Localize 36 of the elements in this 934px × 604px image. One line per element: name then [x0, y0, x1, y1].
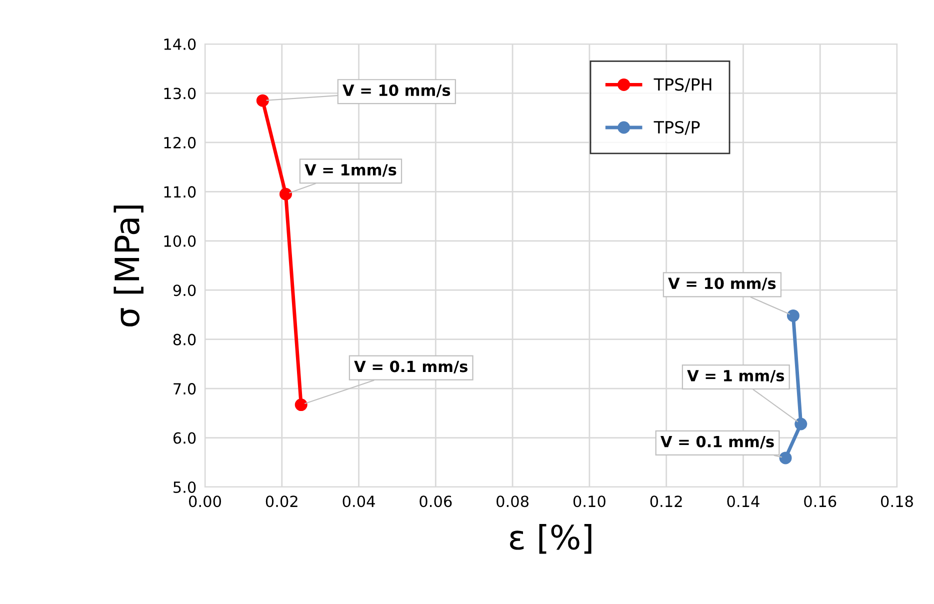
y-tick-label: 12.0	[164, 136, 196, 148]
x-tick-label: 0.14	[727, 496, 760, 508]
y-tick-label: 13.0	[164, 88, 196, 100]
x-tick-label: 0.16	[804, 496, 836, 508]
x-tick-label: 0.12	[650, 496, 682, 508]
annotation: V = 0.1 mm/s	[660, 436, 774, 449]
x-tick-label: 0.04	[342, 496, 375, 508]
y-tick-label: 9.0	[173, 284, 196, 296]
y-tick-label: 10.0	[164, 235, 196, 247]
y-tick-label: 8.0	[173, 334, 196, 346]
annotation: V = 0.1 mm/s	[354, 360, 468, 374]
x-tick-label: 0.08	[496, 496, 529, 508]
y-tick-label: 5.0	[174, 481, 196, 494]
point	[279, 188, 292, 200]
annotation: V = 1 mm/s	[687, 370, 784, 383]
y-tick-label: 6.0	[173, 432, 196, 444]
annotation: V = 1mm/s	[304, 164, 396, 177]
x-tick-label: 0.06	[420, 496, 452, 508]
annotation: V = 10 mm/s	[342, 84, 450, 98]
x-tick-label: 0.02	[266, 496, 298, 508]
y-tick-label: 7.0	[174, 383, 196, 395]
x-tick-label: 0.10	[573, 496, 606, 508]
legend-label: TPS/P	[654, 120, 700, 135]
y-axis-title: σ [MPa]	[114, 206, 144, 326]
y-tick-label: 11.0	[164, 186, 196, 198]
point	[794, 418, 808, 430]
x-axis-title: ε [%]	[510, 524, 592, 554]
legend-label: TPS/PH	[654, 78, 712, 92]
y-tick-label: 14.0	[164, 38, 196, 50]
point	[779, 452, 792, 464]
x-tick-label: 0.00	[189, 496, 221, 508]
point	[786, 309, 800, 322]
point	[256, 94, 269, 107]
annotation: V = 10 mm/s	[668, 278, 776, 290]
x-tick-label: 0.18	[881, 496, 913, 508]
point	[294, 398, 308, 412]
